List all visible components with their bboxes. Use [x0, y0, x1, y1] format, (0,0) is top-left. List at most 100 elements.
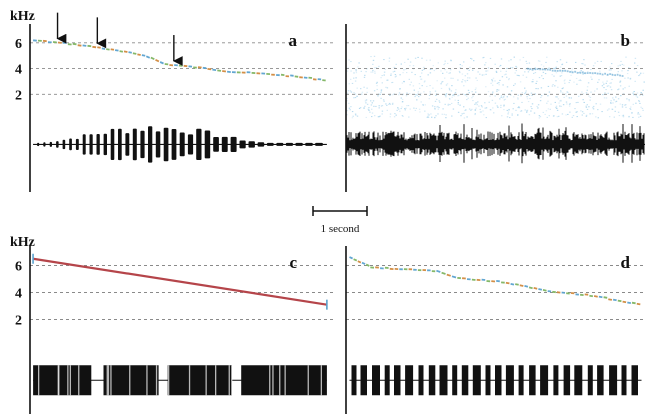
noise-speck: [412, 85, 415, 87]
noise-speck: [365, 102, 367, 104]
noise-speck: [540, 87, 543, 89]
noise-speck: [531, 103, 534, 105]
noise-speck: [478, 105, 480, 107]
noise-speck: [475, 91, 477, 93]
noise-speck: [516, 66, 518, 68]
noise-speck: [406, 72, 408, 74]
noise-speck: [480, 105, 483, 107]
noise-speck: [627, 70, 629, 72]
trace-segment: [137, 53, 141, 56]
noise-speck: [393, 116, 396, 118]
noise-speck: [619, 81, 621, 83]
noise-speck: [463, 117, 466, 119]
waveform-burst: [62, 139, 66, 150]
noise-speck: [485, 107, 488, 109]
noise-speck: [434, 116, 436, 118]
noise-speck: [373, 90, 376, 92]
noise-speck: [449, 69, 452, 71]
noise-speck: [622, 92, 625, 94]
noise-speck: [556, 96, 558, 98]
noise-speck: [372, 69, 374, 71]
noise-speck: [391, 81, 394, 83]
noise-speck: [453, 95, 456, 97]
noise-speck: [534, 72, 537, 74]
noise-speck: [374, 67, 376, 69]
noise-speck: [553, 75, 555, 77]
noise-speck: [435, 94, 437, 96]
noise-speck: [500, 96, 502, 98]
noise-speck: [354, 97, 357, 99]
noise-speck: [640, 72, 642, 74]
panel-b-frequency-trace: [526, 67, 624, 77]
noise-speck: [370, 100, 372, 102]
noise-speck: [351, 117, 354, 119]
waveform-pulse: [485, 365, 491, 396]
noise-speck: [423, 68, 425, 70]
noise-speck: [437, 108, 439, 110]
noise-speck: [401, 82, 404, 84]
noise-speck: [508, 60, 510, 62]
noise-speck: [380, 90, 382, 92]
noise-speck: [451, 102, 453, 104]
noise-speck: [526, 62, 528, 64]
noise-speck: [585, 115, 588, 117]
panel-c-grid: [30, 265, 333, 320]
panel-a-unit-label: kHz: [10, 9, 35, 24]
waveform-gap: [69, 365, 71, 396]
noise-speck: [463, 61, 465, 63]
noise-speck: [544, 73, 547, 75]
noise-speck: [440, 70, 442, 72]
noise-speck: [434, 100, 437, 102]
noise-speck: [518, 107, 521, 109]
noise-speck: [459, 104, 461, 106]
waveform-burst: [266, 142, 274, 146]
noise-speck: [463, 112, 465, 114]
noise-speck: [444, 60, 446, 62]
noise-speck: [446, 71, 448, 73]
noise-speck: [434, 106, 436, 108]
trace-segment: [114, 49, 119, 52]
trace-segment: [226, 70, 231, 73]
noise-speck: [394, 113, 396, 115]
trace-segment: [123, 50, 128, 53]
panel-c-tick-label-2: 2: [15, 314, 22, 329]
noise-speck: [598, 79, 600, 81]
noise-speck: [380, 92, 382, 94]
noise-speck: [435, 93, 438, 95]
noise-speck: [426, 116, 428, 118]
noise-speck: [554, 85, 556, 87]
noise-speck: [551, 85, 554, 87]
noise-speck: [394, 74, 397, 76]
noise-speck: [374, 72, 376, 74]
noise-speck: [506, 116, 509, 118]
noise-speck: [366, 91, 368, 93]
waveform-gap: [188, 365, 191, 396]
noise-speck: [483, 114, 485, 116]
noise-speck: [404, 108, 406, 110]
waveform-pulse: [540, 365, 549, 396]
noise-speck: [628, 99, 630, 101]
noise-speck: [421, 85, 423, 87]
noise-speck: [620, 60, 622, 62]
noise-speck: [426, 85, 428, 87]
noise-speck: [476, 104, 478, 106]
noise-speck: [626, 98, 628, 100]
noise-speck: [632, 103, 634, 105]
noise-speck: [498, 82, 500, 84]
noise-speck: [346, 70, 349, 72]
noise-speck: [611, 63, 613, 65]
panel-a-tick-label-2: 2: [15, 88, 22, 103]
noise-speck: [502, 84, 504, 86]
noise-speck: [570, 97, 572, 99]
noise-speck: [518, 106, 520, 108]
noise-speck: [525, 76, 528, 78]
noise-speck: [388, 57, 391, 59]
noise-speck: [393, 66, 395, 68]
noise-speck: [617, 71, 619, 73]
waveform-pulse: [621, 365, 627, 396]
noise-speck: [611, 108, 613, 110]
noise-speck: [640, 92, 642, 94]
noise-speck: [349, 109, 351, 111]
noise-speck: [377, 95, 379, 97]
waveform-pulse: [631, 365, 638, 396]
